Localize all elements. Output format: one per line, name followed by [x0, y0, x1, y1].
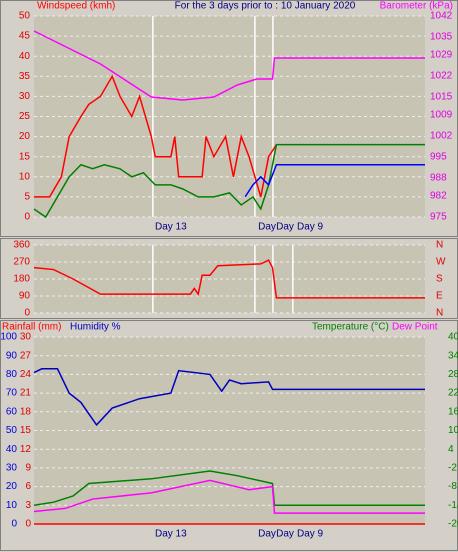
y-tick-label: 5	[24, 192, 30, 203]
direction-label: N	[436, 240, 443, 251]
y-tick-label: 0	[24, 212, 30, 223]
y2-tick-label: 28	[448, 369, 458, 380]
y-tick-label: 70	[6, 388, 18, 399]
series-line	[33, 30, 425, 101]
legend-label: Rainfall (mm)	[2, 322, 61, 333]
y-tick-label: 270	[13, 257, 30, 268]
x-tick-label: Day 9	[297, 222, 324, 233]
y-tick-label: 30	[19, 91, 31, 102]
y-tick-label: 40	[6, 444, 18, 455]
direction-label: S	[436, 274, 443, 285]
y2-tick-label: 975	[430, 212, 447, 223]
y2-tick-label: -2	[448, 463, 457, 474]
y-tick-label: 90	[6, 350, 18, 361]
y2-tick-label: -20	[448, 519, 458, 530]
y-tick-label: 180	[13, 274, 30, 285]
y2-tick-label: 16	[448, 406, 458, 417]
y-tick-label: 50	[19, 11, 31, 22]
y3-tick-label: 18	[20, 406, 32, 417]
y2-tick-label: 1042	[430, 11, 453, 22]
legend-label: Barometer (kPa)	[380, 1, 453, 12]
y2-tick-label: 22	[448, 388, 458, 399]
y3-tick-label: 21	[20, 388, 32, 399]
y2-tick-label: -8	[448, 481, 457, 492]
y2-tick-label: 10	[448, 425, 458, 436]
legend-label: Windspeed (kmh)	[37, 1, 115, 12]
y3-tick-label: 24	[20, 369, 32, 380]
y-tick-label: 20	[6, 481, 18, 492]
x-tick-label: Day 13	[155, 529, 187, 540]
y2-tick-label: 4	[448, 444, 454, 455]
y3-tick-label: 30	[20, 332, 32, 343]
y-tick-label: 10	[6, 500, 18, 511]
series-line	[34, 74, 278, 198]
x-tick-label: Day 9	[297, 529, 324, 540]
x-tick-label: Day 13	[155, 222, 187, 233]
series-line	[244, 163, 425, 198]
y3-tick-label: 27	[20, 350, 32, 361]
legend-label: Temperature (°C)	[312, 322, 389, 333]
series-line	[33, 259, 425, 299]
y3-tick-label: 3	[25, 500, 31, 511]
y2-tick-label: 1002	[430, 131, 453, 142]
chart-title: For the 3 days prior to : 10 January 202…	[175, 1, 356, 12]
y-tick-label: 360	[13, 240, 30, 251]
x-tick-label: Day	[276, 222, 294, 233]
x-tick-label: Day	[276, 529, 294, 540]
y3-tick-label: 15	[20, 425, 32, 436]
y2-tick-label: 982	[430, 191, 447, 202]
y-tick-label: 20	[19, 131, 31, 142]
y-tick-label: 60	[6, 406, 18, 417]
y2-tick-label: 1009	[430, 110, 453, 121]
direction-label: N	[436, 308, 443, 319]
y-tick-label: 15	[19, 151, 31, 162]
y2-tick-label: 988	[430, 173, 447, 184]
x-tick-label: Day	[258, 529, 276, 540]
series-line	[33, 143, 425, 219]
y3-tick-label: 6	[25, 481, 31, 492]
y-tick-label: 100	[0, 332, 17, 343]
x-tick-label: Day	[258, 222, 276, 233]
y-tick-label: 80	[6, 369, 18, 380]
y3-tick-label: 12	[20, 444, 32, 455]
y-tick-label: 0	[11, 519, 17, 530]
y-tick-label: 40	[19, 51, 31, 62]
legend-label: Dew Point	[392, 322, 438, 333]
y3-tick-label: 9	[25, 463, 31, 474]
y-tick-label: 30	[6, 463, 18, 474]
y-tick-label: 10	[19, 171, 31, 182]
y2-tick-label: 1022	[430, 71, 453, 82]
y2-tick-label: 34	[448, 350, 458, 361]
y-tick-label: 25	[19, 111, 31, 122]
legend-label: Humidity %	[70, 322, 121, 333]
direction-label: W	[436, 257, 446, 268]
y-tick-label: 0	[24, 308, 30, 319]
y2-tick-label: 995	[430, 152, 447, 163]
y2-tick-label: 1035	[430, 32, 453, 43]
y-tick-label: 90	[19, 291, 31, 302]
y2-tick-label: 40	[448, 332, 458, 343]
y-tick-label: 50	[6, 425, 18, 436]
y-tick-label: 35	[19, 71, 31, 82]
y2-tick-label: -14	[448, 500, 458, 511]
y2-tick-label: 1029	[430, 50, 453, 61]
y3-tick-label: 0	[25, 519, 31, 530]
direction-label: E	[436, 291, 443, 302]
y2-tick-label: 1015	[430, 92, 453, 103]
y-tick-label: 45	[19, 31, 31, 42]
series-line	[33, 368, 425, 427]
series-line	[33, 479, 425, 514]
